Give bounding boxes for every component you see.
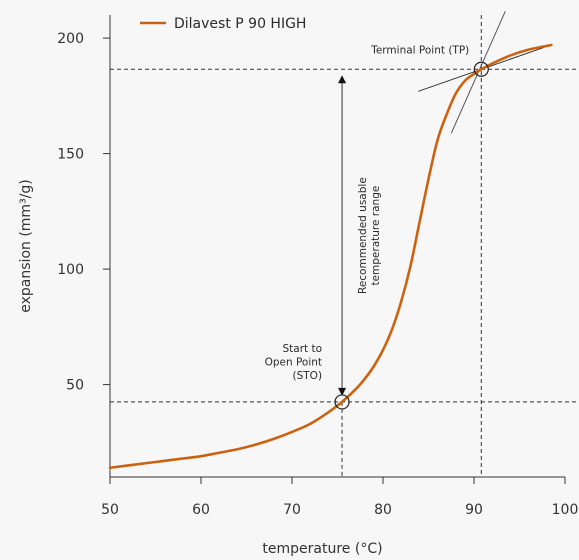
x-tick-label: 100 [552,502,579,518]
x-tick-label: 60 [192,502,210,518]
tp-label: Terminal Point (TP) [370,44,469,56]
x-tick-label: 70 [283,502,301,518]
sto-label-line: Start to [283,343,323,355]
range-label-line: Recommended usable [357,177,369,294]
y-axis-title: expansion (mm³/g) [18,179,34,312]
range-arrow-head-up [338,75,347,84]
range-label-line: temperature range [370,186,382,286]
point-markers [334,61,489,410]
axes: 50 60 70 80 90 100 50 100 150 200 temperature (°C)… [18,15,578,557]
series-line-0 [108,43,553,470]
legend-label: Dilavest P 90 HIGH [174,16,306,32]
series-layer [108,43,553,470]
x-tick-label: 80 [374,502,392,518]
y-tick-label: 50 [66,378,84,394]
range-arrow-head-down [338,387,347,396]
sto-label-line: (STO) [293,370,323,382]
legend: Dilavest P 90 HIGH [140,16,306,32]
y-tick-label: 100 [57,262,84,278]
x-axis-title: temperature (°C) [262,541,382,557]
x-tick-label: 50 [101,502,119,518]
sto-marker [334,394,350,410]
y-tick-label: 200 [57,31,84,47]
tp-marker [473,61,489,77]
sto-label-line: Open Point [265,356,322,368]
x-tick-label: 90 [465,502,483,518]
y-tick-label: 150 [57,147,84,163]
guide-lines [110,11,579,477]
